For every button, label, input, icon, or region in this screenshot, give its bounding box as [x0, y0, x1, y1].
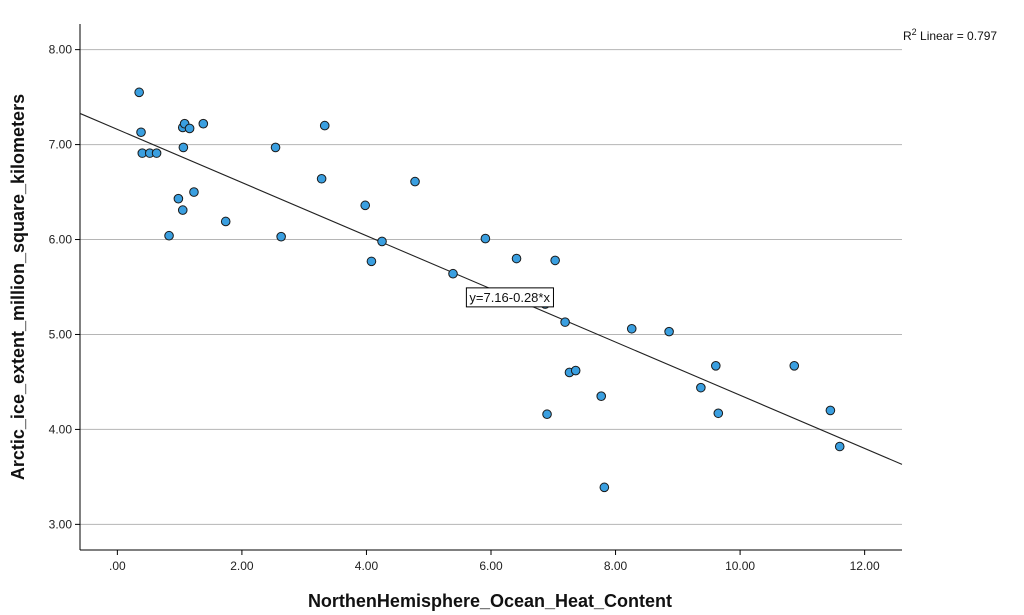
data-point — [596, 391, 607, 401]
data-point — [377, 236, 387, 247]
data-point — [134, 87, 144, 98]
x-tick-label: 10.00 — [725, 559, 755, 573]
data-point — [366, 256, 377, 267]
r2-r: R — [903, 29, 912, 43]
data-point — [136, 127, 146, 138]
y-tick-label: 7.00 — [49, 138, 73, 152]
data-point — [542, 409, 552, 420]
data-point — [511, 253, 522, 264]
r2-superscript: 2 — [912, 27, 917, 37]
data-point — [560, 317, 570, 327]
data-point — [198, 118, 209, 129]
data-point — [480, 233, 491, 244]
data-point — [626, 323, 637, 334]
data-point — [220, 216, 231, 227]
data-point — [151, 148, 162, 158]
fit-equation-label: y=7.16-0.28*x — [469, 290, 550, 305]
data-point — [316, 173, 327, 184]
r2-label: R2 Linear = 0.797 — [903, 27, 997, 43]
x-tick-label: 12.00 — [850, 559, 880, 573]
x-tick-label: 2.00 — [230, 559, 254, 573]
x-axis-title: NorthenHemisphere_Ocean_Heat_Content — [308, 591, 672, 611]
data-point — [189, 187, 199, 197]
data-point — [276, 231, 286, 242]
r2-value: Linear = 0.797 — [917, 29, 998, 43]
fit-equation-group: y=7.16-0.28*x — [465, 287, 554, 308]
data-point — [178, 142, 189, 153]
y-tick-label: 5.00 — [49, 327, 73, 341]
data-point — [789, 361, 800, 371]
data-point — [360, 200, 371, 211]
fit-equation-box — [465, 287, 554, 308]
gridlines — [80, 49, 902, 525]
x-tick-label: 8.00 — [604, 559, 628, 573]
y-tick-label: 4.00 — [49, 422, 73, 436]
y-tick-label: 3.00 — [49, 517, 73, 531]
x-ticks: .00 2.00 4.00 6.00 8.00 10.00 12.00 — [109, 550, 880, 573]
data-point — [664, 326, 674, 337]
data-point — [711, 361, 721, 371]
data-point — [713, 408, 724, 419]
data-point — [825, 405, 836, 416]
y-axis-title: Arctic_ice_extent_million_square_kilomet… — [8, 94, 28, 480]
x-tick-label: 4.00 — [355, 559, 379, 573]
data-point — [550, 255, 560, 266]
data-point — [270, 142, 281, 153]
data-point — [184, 123, 195, 134]
data-point — [696, 382, 706, 393]
y-ticks: 3.00 4.00 5.00 6.00 7.00 8.00 — [49, 43, 80, 531]
data-point — [410, 176, 420, 187]
data-point — [448, 268, 458, 279]
data-point — [173, 193, 184, 204]
data-point — [570, 365, 581, 376]
y-tick-label: 8.00 — [49, 43, 73, 57]
data-point — [319, 120, 330, 131]
x-tick-label: 6.00 — [479, 559, 503, 573]
x-tick-label: .00 — [109, 559, 126, 573]
data-point — [177, 205, 188, 215]
y-tick-label: 6.00 — [49, 233, 73, 247]
data-point — [599, 482, 610, 493]
data-point — [164, 230, 174, 241]
data-point — [834, 441, 845, 452]
axes — [79, 24, 902, 551]
